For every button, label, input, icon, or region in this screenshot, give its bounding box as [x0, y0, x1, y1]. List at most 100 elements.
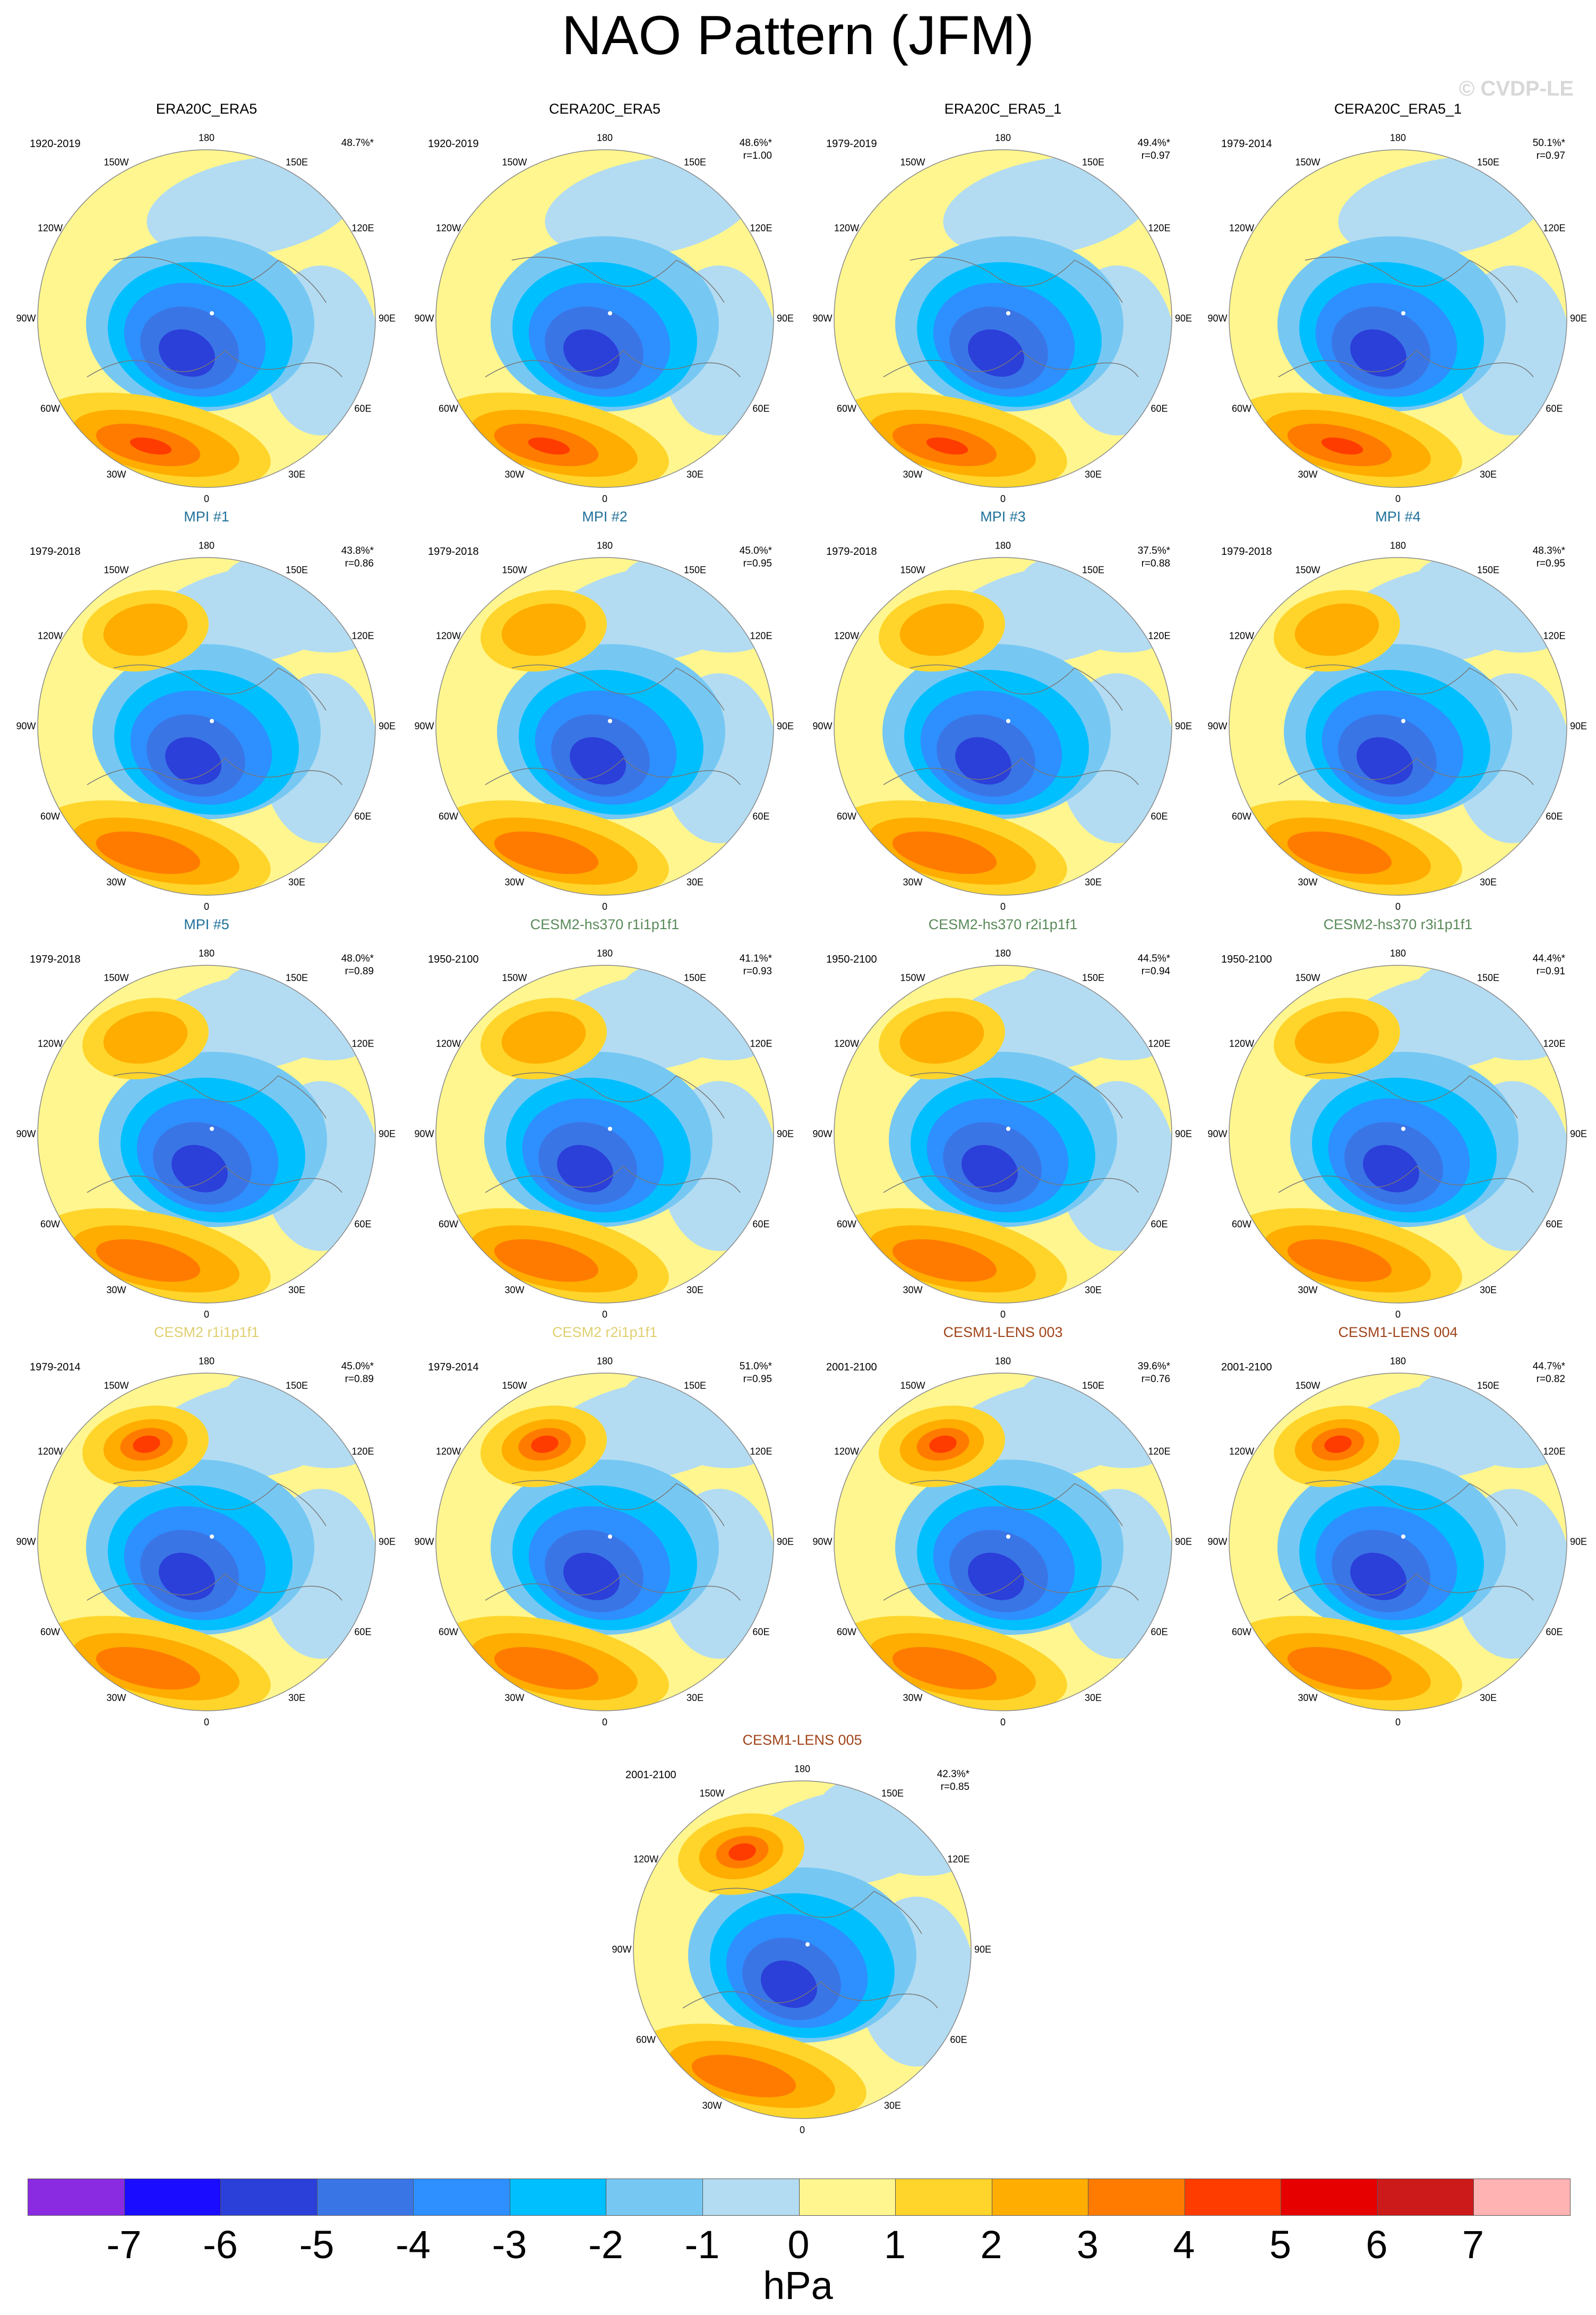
longitude-label: 150W	[699, 1788, 725, 1799]
longitude-label: 120W	[834, 1446, 860, 1457]
coastline	[909, 664, 1123, 711]
longitude-label: 30E	[1084, 1692, 1102, 1703]
north-pole-marker	[210, 1534, 214, 1539]
colorbar-swatch	[1088, 2179, 1185, 2215]
longitude-label: 30E	[1479, 877, 1497, 888]
variance-explained: 48.7%*	[341, 138, 374, 149]
longitude-label: 150W	[502, 1380, 527, 1391]
longitude-label: 60W	[439, 403, 459, 414]
longitude-label: 30E	[1084, 469, 1102, 480]
panel-title: MPI #4	[1375, 509, 1421, 525]
panel-title: CESM2-hs370 r2i1p1f1	[928, 916, 1078, 932]
longitude-label: 180	[198, 948, 215, 959]
variance-explained: 49.4%*	[1137, 138, 1170, 149]
polar-map	[435, 557, 774, 896]
longitude-label: 0	[602, 901, 608, 912]
low-contour-5	[159, 329, 215, 377]
pacific-high-2	[1294, 1011, 1379, 1064]
longitude-label: 90W	[16, 1128, 36, 1139]
pattern-correlation: r=0.89	[345, 1374, 374, 1385]
colorbar-swatch	[124, 2179, 221, 2215]
variance-explained: 50.1%*	[1532, 138, 1565, 149]
map-panel: MPI #4 1979-2018 48.3%* r=0.95 180 150E 120E 90…	[1207, 509, 1587, 923]
map-boundary	[834, 557, 1172, 896]
pacific-high-2	[501, 603, 586, 656]
longitude-label: 30W	[106, 877, 126, 888]
longitude-label: 90E	[378, 1128, 396, 1139]
longitude-label: 30W	[1298, 877, 1318, 888]
panel-title: CESM2 r1i1p1f1	[153, 1324, 260, 1340]
low-contour-5	[1350, 1553, 1406, 1600]
panel-period: 1920-2019	[428, 138, 479, 150]
longitude-label: 60E	[1151, 811, 1168, 822]
longitude-label: 90E	[378, 313, 396, 324]
variance-stats: 50.1%* r=0.97	[1533, 137, 1565, 162]
north-pole-marker	[210, 719, 214, 723]
high-contour-3	[691, 2054, 796, 2098]
longitude-label: 150W	[900, 157, 925, 168]
colorbar-swatch	[28, 2179, 125, 2215]
map-panel: ERA20C_ERA5 1920-2019 48.7%* 180 150E 120E 90E…	[16, 101, 396, 515]
longitude-label: 180	[596, 1356, 613, 1367]
longitude-label: 120E	[351, 1038, 374, 1049]
longitude-label: 30E	[288, 1692, 306, 1703]
north-pole-marker	[210, 1127, 214, 1131]
pattern-correlation: r=0.95	[1536, 558, 1565, 569]
longitude-label: 120E	[750, 1446, 773, 1457]
longitude-label: 180	[794, 1763, 811, 1774]
longitude-label: 120W	[834, 1038, 860, 1049]
polar-map	[435, 149, 774, 488]
longitude-label: 180	[198, 1356, 215, 1367]
longitude-label: 90W	[16, 721, 36, 732]
longitude-label: 30E	[288, 877, 306, 888]
pacific-high-2	[899, 1011, 984, 1064]
pattern-correlation: r=0.94	[1141, 966, 1170, 977]
longitude-label: 60W	[1232, 811, 1252, 822]
longitude-label: 90W	[414, 1536, 434, 1547]
colorbar-tick-label: 1	[883, 2223, 906, 2267]
pacific-high-2	[103, 1011, 188, 1064]
longitude-label: 30E	[686, 877, 704, 888]
variance-stats: 44.4%* r=0.91	[1533, 953, 1565, 978]
longitude-label: 90E	[1569, 1536, 1588, 1547]
longitude-label: 60W	[40, 1219, 61, 1230]
credit-label: © CVDP-LE	[1458, 77, 1574, 100]
longitude-label: 90E	[1174, 313, 1192, 324]
longitude-label: 30W	[903, 1692, 923, 1703]
longitude-label: 120E	[1148, 630, 1171, 641]
longitude-label: 120E	[1148, 222, 1171, 234]
longitude-label: 90W	[612, 1944, 632, 1955]
coastline	[1305, 256, 1518, 303]
longitude-label: 60W	[837, 1626, 857, 1637]
longitude-label: 150E	[1477, 564, 1500, 576]
longitude-label: 180	[994, 132, 1011, 143]
variance-stats: 49.4%* r=0.97	[1138, 137, 1170, 162]
longitude-label: 60E	[752, 403, 770, 414]
map-panel: CESM2-hs370 r1i1p1f1 1950-2100 41.1%* r=0.9…	[414, 916, 794, 1331]
map-boundary	[1229, 1373, 1567, 1711]
longitude-label: 90W	[812, 721, 833, 732]
map-boundary	[834, 1373, 1172, 1711]
high-contour-3	[494, 1647, 599, 1690]
map-boundary	[37, 965, 376, 1304]
pattern-correlation: r=0.95	[743, 1374, 772, 1385]
high-contour-3	[96, 831, 201, 874]
coastline	[883, 1165, 1139, 1193]
longitude-label: 60W	[40, 1626, 61, 1637]
pacific-high-4	[929, 1435, 957, 1453]
coastline	[883, 1573, 1139, 1601]
longitude-label: 0	[602, 1717, 608, 1728]
pattern-correlation: r=0.93	[743, 966, 772, 977]
longitude-label: 90W	[16, 313, 36, 324]
variance-explained: 51.0%*	[739, 1361, 772, 1372]
colorbar-tick-label: 4	[1173, 2223, 1195, 2267]
longitude-label: 60E	[752, 1219, 770, 1230]
longitude-label: 90E	[776, 1536, 794, 1547]
colorbar-tick-label: 3	[1076, 2223, 1099, 2267]
longitude-label: 120W	[38, 630, 63, 641]
low-contour-5	[171, 1145, 228, 1193]
map-boundary	[435, 965, 774, 1304]
panel-period: 1979-2018	[30, 954, 81, 965]
map-boundary	[435, 1373, 774, 1711]
panel-period: 2001-2100	[1221, 1361, 1272, 1373]
